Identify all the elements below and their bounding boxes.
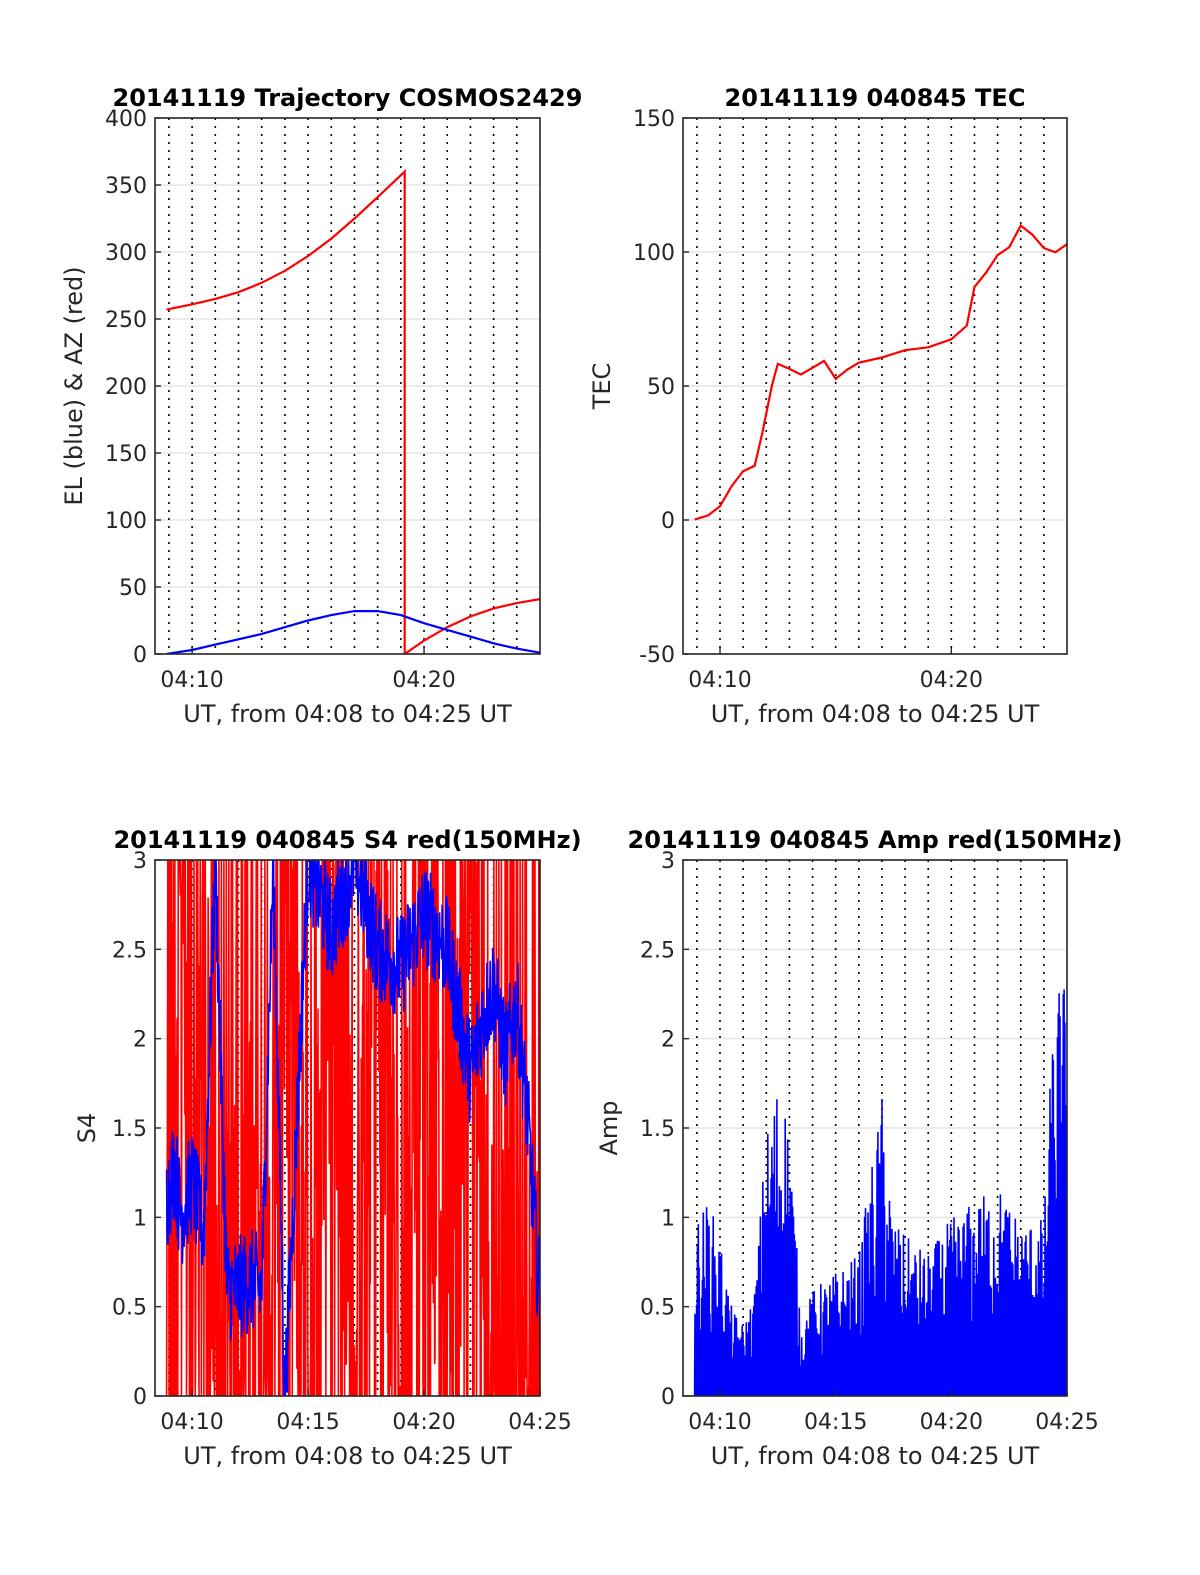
y-tick-label: 2.5 xyxy=(640,938,675,963)
chart-panel-2: -50 0 50 100 150 04:10 04:20 20141119 040845 TE… xyxy=(588,84,1068,728)
chart-title: 20141119 Trajectory COSMOS2429 xyxy=(113,84,583,112)
y-tick-label: 1.5 xyxy=(640,1117,675,1142)
chart-panel-3: 0 0.5 1 1.5 2 2.5 3 04:10 04:15 04:20 04:25 2014111… xyxy=(73,826,582,1470)
y-tick-label: 100 xyxy=(633,241,675,266)
y-axis-label: EL (blue) & AZ (red) xyxy=(60,266,88,505)
y-tick-label: 150 xyxy=(105,442,147,467)
y-tick-label: 200 xyxy=(105,375,147,400)
y-tick-label: 1 xyxy=(133,1206,147,1231)
chart-title: 20141119 040845 TEC xyxy=(725,84,1026,112)
series-line-1 xyxy=(693,989,1067,1396)
x-tick-label: 04:25 xyxy=(508,1410,571,1435)
y-axis-label: S4 xyxy=(73,1113,101,1144)
series-line-2 xyxy=(165,860,540,1396)
y-tick-label: 2 xyxy=(661,1028,675,1053)
x-tick-label: 04:20 xyxy=(920,668,983,693)
y-tick-label: 1 xyxy=(661,1206,675,1231)
series-line-2 xyxy=(166,610,540,654)
y-tick-label: 300 xyxy=(105,241,147,266)
chart-panel-4: 0 0.5 1 1.5 2 2.5 3 04:10 04:15 04:20 04:25 2014111… xyxy=(595,826,1122,1470)
y-tick-label: 0 xyxy=(133,643,147,668)
x-tick-label: 04:10 xyxy=(160,668,223,693)
x-tick-label: 04:20 xyxy=(392,668,455,693)
y-tick-label: 400 xyxy=(105,107,147,132)
y-tick-label: 0.5 xyxy=(640,1296,675,1321)
y-tick-label: 3 xyxy=(661,849,675,874)
y-tick-label: 150 xyxy=(633,107,675,132)
x-tick-label: 04:15 xyxy=(804,1410,867,1435)
y-tick-label: -50 xyxy=(639,643,675,668)
y-axis-label: Amp xyxy=(595,1100,623,1155)
y-tick-label: 3 xyxy=(133,849,147,874)
plot-area xyxy=(165,860,540,1396)
x-tick-label: 04:20 xyxy=(392,1410,455,1435)
x-tick-label: 04:20 xyxy=(920,1410,983,1435)
y-tick-label: 0 xyxy=(661,509,675,534)
plot-area xyxy=(694,223,1067,521)
x-tick-label: 04:10 xyxy=(160,1410,223,1435)
x-axis-label: UT, from 04:08 to 04:25 UT xyxy=(183,1442,512,1470)
y-tick-label: 2 xyxy=(133,1028,147,1053)
x-axis-label: UT, from 04:08 to 04:25 UT xyxy=(711,1442,1040,1470)
x-tick-label: 04:10 xyxy=(688,668,751,693)
plot-area xyxy=(166,169,540,654)
chart-title: 20141119 040845 S4 red(150MHz) xyxy=(113,826,581,854)
y-tick-label: 1.5 xyxy=(112,1117,147,1142)
x-axis-label: UT, from 04:08 to 04:25 UT xyxy=(711,700,1040,728)
y-tick-label: 350 xyxy=(105,174,147,199)
y-tick-label: 50 xyxy=(647,375,675,400)
y-tick-label: 50 xyxy=(119,576,147,601)
x-tick-label: 04:15 xyxy=(276,1410,339,1435)
y-tick-label: 0 xyxy=(133,1385,147,1410)
y-tick-label: 250 xyxy=(105,308,147,333)
series-line-1 xyxy=(694,223,1067,521)
chart-title: 20141119 040845 Amp red(150MHz) xyxy=(628,826,1123,854)
y-tick-label: 100 xyxy=(105,509,147,534)
x-axis-label: UT, from 04:08 to 04:25 UT xyxy=(183,700,512,728)
chart-panel-1: 0 50 100 150 200 250 300 350 400 04:10 04:20 201411… xyxy=(60,84,582,728)
plot-area xyxy=(693,989,1067,1396)
y-axis-label: TEC xyxy=(588,363,616,411)
y-tick-label: 2.5 xyxy=(112,938,147,963)
y-tick-label: 0 xyxy=(661,1385,675,1410)
x-tick-label: 04:25 xyxy=(1035,1410,1098,1435)
y-tick-label: 0.5 xyxy=(112,1296,147,1321)
x-tick-label: 04:10 xyxy=(688,1410,751,1435)
series-line-1 xyxy=(166,169,540,654)
